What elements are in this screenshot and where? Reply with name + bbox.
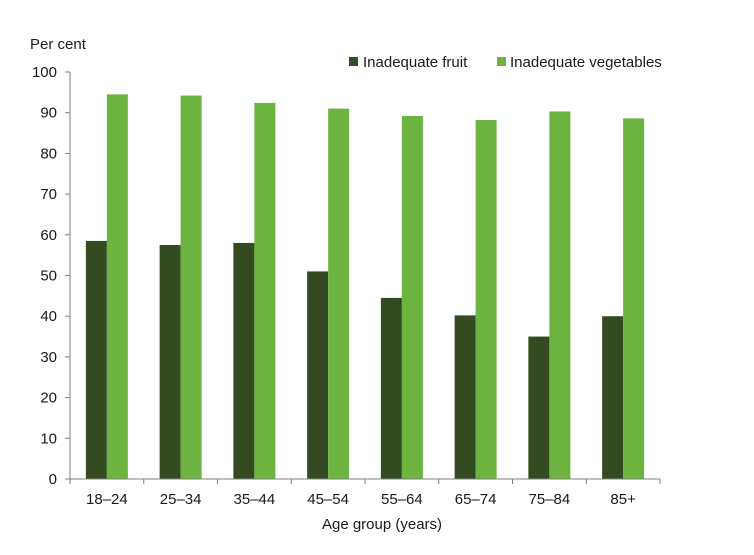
bar-inadequate-fruit bbox=[454, 315, 476, 479]
x-tick-label: 85+ bbox=[610, 491, 636, 508]
y-tick-label: 70 bbox=[40, 186, 57, 203]
bar-inadequate-fruit bbox=[85, 240, 107, 479]
bar-inadequate-vegetables bbox=[475, 120, 497, 479]
x-tick-label: 55–64 bbox=[381, 491, 423, 508]
y-tick-label: 80 bbox=[40, 145, 57, 162]
bar-inadequate-fruit bbox=[159, 244, 181, 479]
y-tick-label: 10 bbox=[40, 430, 57, 447]
bar-inadequate-fruit bbox=[602, 316, 624, 479]
bar-inadequate-vegetables bbox=[549, 111, 571, 479]
bar-inadequate-vegetables bbox=[180, 95, 202, 479]
y-tick-label: 100 bbox=[32, 64, 57, 81]
bar-inadequate-fruit bbox=[528, 336, 550, 479]
x-tick-label: 45–54 bbox=[307, 491, 349, 508]
legend-label-inadequate-vegetables: Inadequate vegetables bbox=[510, 54, 662, 71]
y-axis-label: Per cent bbox=[30, 36, 87, 53]
bar-inadequate-vegetables bbox=[401, 115, 423, 480]
y-tick-label: 40 bbox=[40, 308, 57, 325]
bars-group bbox=[85, 94, 645, 480]
bar-inadequate-vegetables bbox=[623, 118, 645, 479]
y-tick-label: 90 bbox=[40, 105, 57, 122]
y-tick-label: 20 bbox=[40, 390, 57, 407]
y-tick-label: 50 bbox=[40, 268, 57, 285]
y-tick-label: 30 bbox=[40, 349, 57, 366]
x-tick-label: 18–24 bbox=[86, 491, 128, 508]
legend-swatch-inadequate-fruit bbox=[349, 57, 358, 66]
x-axis: 18–24 25–34 35–44 45–54 55–64 65–74 75–84 85+ bbox=[69, 478, 661, 508]
legend-swatch-inadequate-vegetables bbox=[497, 57, 506, 66]
bar-inadequate-fruit bbox=[233, 242, 255, 479]
x-tick-label: 35–44 bbox=[234, 491, 276, 508]
y-tick-label: 60 bbox=[40, 227, 57, 244]
bar-inadequate-vegetables bbox=[254, 102, 276, 479]
x-tick-label: 65–74 bbox=[455, 491, 497, 508]
legend-label-inadequate-fruit: Inadequate fruit bbox=[363, 54, 468, 71]
x-tick-label: 75–84 bbox=[529, 491, 571, 508]
x-tick-label: 25–34 bbox=[160, 491, 202, 508]
bar-inadequate-vegetables bbox=[328, 108, 350, 479]
legend: Inadequate fruit Inadequate vegetables bbox=[349, 54, 662, 71]
x-axis-label: Age group (years) bbox=[322, 516, 442, 533]
bar-inadequate-vegetables bbox=[106, 94, 128, 479]
y-axis: 0 10 20 30 40 50 60 70 80 90 100 bbox=[32, 64, 71, 488]
y-tick-label: 0 bbox=[49, 471, 57, 488]
bar-inadequate-fruit bbox=[307, 271, 329, 479]
bar-inadequate-fruit bbox=[380, 297, 402, 479]
